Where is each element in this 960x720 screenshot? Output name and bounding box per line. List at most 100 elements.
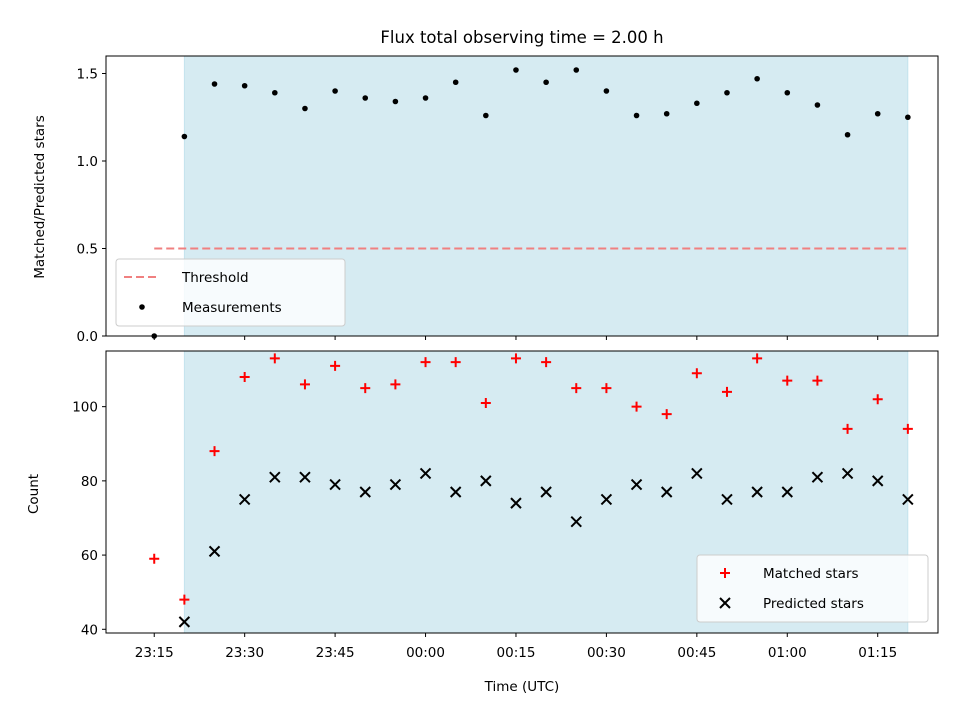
measurement-point (754, 75, 760, 82)
legend-threshold-label: Threshold (181, 270, 249, 286)
measurement-point (302, 105, 308, 112)
count-panel: 40 60 80 100 23:15 23:30 23:45 00:00 00:15 00:30 0… (72, 350, 939, 661)
matched-star-point (360, 383, 371, 394)
measurement-point (784, 89, 791, 96)
predicted-star-point (691, 467, 703, 480)
matched-star-point (330, 360, 341, 371)
matched-star-point (209, 446, 220, 457)
matched-star-point (510, 353, 521, 364)
predicted-star-point (359, 486, 371, 498)
predicted-star-point (419, 467, 432, 480)
matched-star-point (752, 353, 763, 364)
axes-frame (105, 350, 939, 634)
legend-matched-swatch (720, 568, 730, 578)
legend-predicted-label: Predicted stars (763, 596, 864, 612)
y-tick-label: 0.0 (77, 329, 98, 345)
predicted-star-point (178, 616, 191, 628)
legend-box (696, 554, 929, 623)
matched-star-point (842, 423, 853, 434)
matched-star-point (390, 379, 401, 390)
x-tick-label: 01:15 (858, 645, 897, 661)
measurement-point (663, 110, 670, 117)
x-tick-label: 23:45 (316, 645, 355, 661)
measurement-point (422, 95, 429, 101)
legend-box (115, 258, 346, 327)
predicted-star-point (449, 486, 462, 498)
predicted-star-point (600, 493, 613, 506)
matched-star-point (149, 553, 160, 564)
predicted-star-point (841, 467, 854, 480)
predicted-star-point (299, 471, 311, 483)
predicted-star-point (570, 515, 582, 528)
measurement-point (272, 89, 278, 96)
predicted-star-point (630, 478, 643, 491)
predicted-star-point (540, 486, 552, 498)
predicted-star-point (872, 475, 884, 487)
measurement-point (543, 79, 549, 86)
matched-star-point (571, 383, 582, 394)
y-tick-label: 80 (81, 474, 98, 490)
y-tick-label: 1.0 (77, 154, 98, 170)
predicted-star-point (269, 471, 281, 483)
y-tick-label: 60 (81, 548, 98, 564)
matched-star-point (812, 375, 823, 386)
measurement-point (241, 82, 248, 89)
predicted-star-point (510, 497, 522, 509)
measurement-point (483, 112, 489, 119)
matched-star-point (239, 371, 250, 382)
matched-star-point (269, 353, 280, 364)
x-tick-label: 00:45 (677, 645, 716, 661)
measurement-point (844, 131, 851, 138)
y-tick-label: 100 (72, 400, 98, 416)
x-tick-label: 01:00 (768, 645, 807, 661)
legend-matched-label: Matched stars (763, 566, 859, 582)
measurement-point (211, 81, 218, 87)
measurement-point (362, 95, 369, 101)
axes-frame (105, 55, 939, 337)
measurement-point (814, 102, 821, 108)
x-tick-label: 23:15 (135, 645, 174, 661)
predicted-star-point (902, 493, 914, 506)
y-tick-label: 1.5 (77, 67, 98, 83)
measurement-point (573, 67, 580, 73)
measurement-point (694, 100, 700, 107)
legend-measurement-label: Measurements (182, 300, 282, 316)
predicted-star-point (781, 486, 793, 498)
matched-star-point (631, 401, 642, 412)
matched-star-point (721, 386, 732, 397)
matched-star-point (420, 357, 431, 368)
measurement-point (513, 67, 519, 73)
measurement-point (392, 98, 399, 105)
matched-star-point (782, 375, 793, 386)
predicted-star-point (751, 486, 763, 498)
matched-star-point (299, 379, 310, 390)
ratio-panel: 0.0 0.5 1.0 1.5 Threshold Measurements (77, 55, 939, 345)
matched-star-point (691, 368, 702, 379)
measurement-point (332, 88, 338, 94)
x-tick-label: 00:30 (587, 645, 626, 661)
measurement-point (603, 88, 610, 94)
predicted-star-point (389, 478, 402, 491)
predicted-star-point (721, 493, 733, 506)
measurement-point (905, 114, 911, 121)
matched-star-point (541, 357, 552, 368)
chart-title: Flux total observing time = 2.00 h (380, 28, 663, 47)
x-tick-label: 00:15 (497, 645, 536, 661)
y-tick-label: 0.5 (77, 242, 98, 258)
predicted-star-point (660, 486, 673, 498)
matched-star-point (661, 409, 672, 420)
measurement-point (633, 112, 640, 119)
matched-star-point (480, 397, 491, 408)
legend-predicted-swatch (719, 597, 731, 609)
measurement-point (724, 89, 730, 96)
y-tick-label: 40 (81, 622, 98, 638)
measurement-point (452, 79, 459, 86)
predicted-star-point (208, 545, 221, 558)
count-panel-ylabel: Count (26, 474, 42, 514)
measurement-point (181, 133, 188, 140)
matched-star-point (902, 423, 913, 434)
predicted-star-point (329, 478, 341, 491)
matched-star-point (450, 357, 461, 368)
measurement-point (874, 110, 881, 117)
